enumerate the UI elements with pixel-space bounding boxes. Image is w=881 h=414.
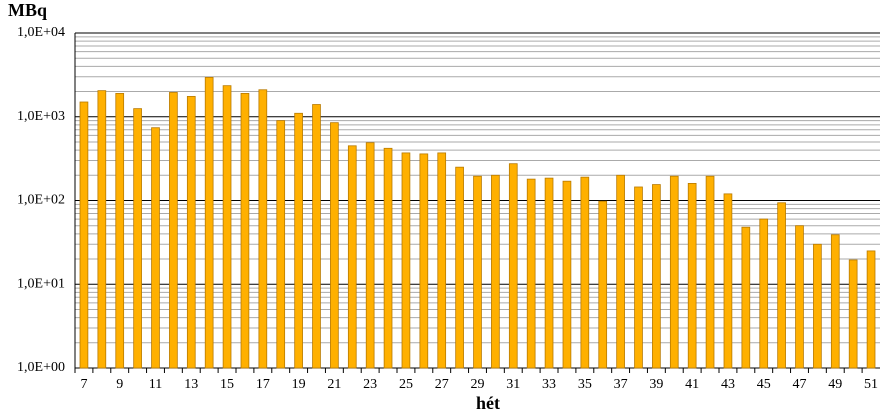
bar [759, 218, 769, 369]
x-tick-label: 37 [614, 377, 628, 392]
x-tick-label: 9 [116, 377, 123, 392]
bar [830, 234, 840, 369]
x-tick-label: 13 [184, 377, 198, 392]
bar [276, 120, 286, 369]
bar [598, 200, 608, 369]
bar [258, 89, 268, 369]
bar [652, 184, 661, 369]
bar [312, 104, 321, 369]
bar [813, 243, 822, 369]
y-tick-label: 1,0E+00 [17, 360, 65, 375]
x-tick-label: 47 [793, 377, 807, 392]
bar [151, 127, 160, 369]
bar [365, 142, 375, 369]
bar [97, 90, 107, 369]
x-tick-label: 19 [292, 377, 306, 392]
bar [562, 180, 572, 369]
bar [669, 175, 679, 369]
bar [115, 93, 125, 369]
bar [169, 92, 178, 369]
x-tick-label: 21 [327, 377, 341, 392]
bar [866, 250, 876, 369]
x-tick-label: 27 [435, 377, 449, 392]
bar [473, 175, 482, 369]
y-tick-label: 1,0E+02 [17, 193, 65, 208]
x-tick-label: 25 [399, 377, 413, 392]
bar [347, 145, 357, 369]
x-tick-label: 23 [363, 377, 377, 392]
bar [705, 175, 715, 369]
bar [294, 112, 303, 369]
x-tick-label: 41 [685, 377, 699, 392]
bar [79, 101, 89, 369]
x-axis-title: hét [476, 393, 500, 413]
y-axis-title: MBq [8, 0, 47, 20]
bar [795, 225, 804, 369]
x-tick-label: 39 [649, 377, 663, 392]
bar [848, 259, 858, 369]
bar [240, 93, 250, 369]
x-tick-label: 7 [80, 377, 87, 392]
bar [723, 193, 733, 369]
x-tick-label: 33 [542, 377, 556, 392]
x-tick-label: 49 [828, 377, 842, 392]
bar [687, 183, 697, 369]
x-tick-label: 11 [149, 377, 162, 392]
x-tick-label: 43 [721, 377, 735, 392]
bar [544, 177, 554, 369]
x-tick-label: 31 [506, 377, 520, 392]
bar [634, 186, 643, 369]
bar [401, 152, 411, 369]
bar [186, 95, 196, 369]
bar [777, 202, 786, 369]
bar [616, 174, 625, 369]
y-tick-label: 1,0E+03 [17, 109, 65, 124]
y-tick-label: 1,0E+04 [17, 25, 65, 40]
bar [222, 85, 232, 369]
y-tick-label: 1,0E+01 [17, 276, 65, 291]
bar [508, 163, 518, 369]
x-tick-label: 45 [757, 377, 771, 392]
bar [455, 166, 464, 369]
bar [741, 226, 751, 369]
x-tick-label: 29 [471, 377, 485, 392]
bar [383, 147, 393, 369]
x-tick-label: 35 [578, 377, 592, 392]
bar [491, 174, 500, 369]
bar [437, 152, 447, 369]
bar [330, 122, 339, 369]
x-tick-label: 51 [864, 377, 878, 392]
bar [204, 77, 214, 369]
bar [133, 108, 142, 369]
bar [580, 176, 590, 369]
x-tick-label: 17 [256, 377, 270, 392]
bar [526, 178, 536, 369]
x-tick-label: 15 [220, 377, 234, 392]
bar [419, 153, 429, 369]
